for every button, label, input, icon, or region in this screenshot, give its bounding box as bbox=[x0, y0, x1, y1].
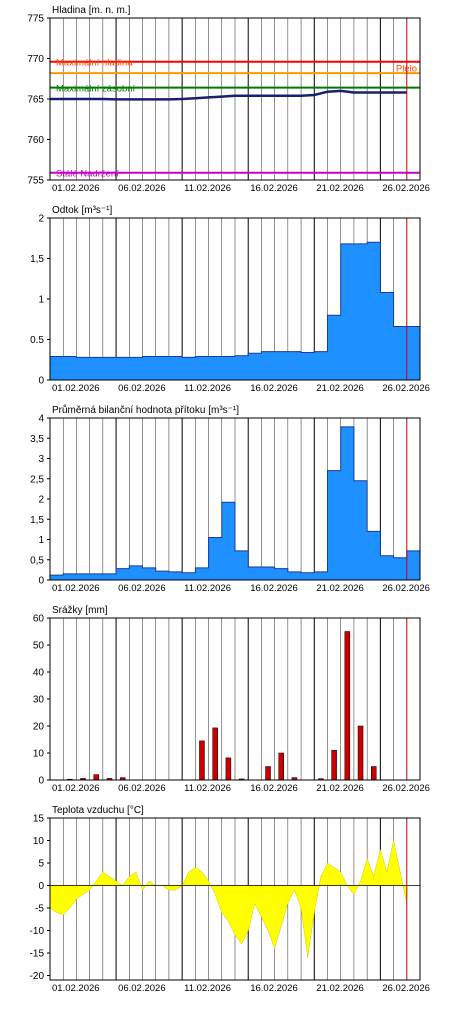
x-tick-label: 11.02.2026 bbox=[184, 183, 231, 194]
flow-area bbox=[49, 241, 421, 381]
y-tick-label: 0.5 bbox=[30, 335, 44, 346]
y-tick-label: 2,5 bbox=[30, 474, 44, 485]
y-tick-label: 20 bbox=[33, 722, 45, 733]
y-tick-label: 0 bbox=[38, 376, 44, 387]
y-tick-label: 1,5 bbox=[30, 254, 44, 265]
y-tick-label: 15 bbox=[33, 814, 45, 825]
precipitation-bar bbox=[93, 774, 99, 781]
precipitation-bar bbox=[278, 752, 284, 781]
hladina-line bbox=[50, 89, 407, 101]
y-tick-label: -15 bbox=[30, 949, 45, 960]
precipitation-bar bbox=[344, 631, 351, 781]
x-tick-label: 26.02.2026 bbox=[382, 583, 430, 594]
y-tick-label: 4 bbox=[38, 414, 44, 425]
precipitation-bar bbox=[357, 725, 364, 781]
x-tick-label: 26.02.2026 bbox=[382, 383, 430, 394]
y-tick-label: 2 bbox=[38, 214, 44, 225]
y-tick-label: 5 bbox=[38, 859, 44, 870]
y-tick-label: 765 bbox=[27, 95, 44, 106]
y-tick-label: 775 bbox=[27, 14, 44, 25]
chart-panel-1: Hladina [m. n. m.] Maximální hladina Maxim… bbox=[27, 5, 430, 194]
x-tick-label: 16.02.2026 bbox=[250, 183, 298, 194]
x-tick-label: 26.02.2026 bbox=[382, 983, 430, 994]
y-tick-label: 10 bbox=[33, 749, 45, 760]
y-tick-label: -20 bbox=[30, 971, 45, 982]
x-tick-label: 21.02.2026 bbox=[316, 583, 364, 594]
chart-title: Teplota vzduchu [°C] bbox=[52, 805, 144, 816]
precipitation-bar bbox=[331, 750, 337, 781]
y-tick-label: 60 bbox=[33, 614, 45, 625]
x-tick-label: 06.02.2026 bbox=[118, 383, 166, 394]
reference-line-label: Maximální hladina bbox=[56, 58, 133, 69]
x-tick-label: 06.02.2026 bbox=[118, 983, 166, 994]
y-tick-label: 1 bbox=[38, 535, 44, 546]
y-tick-label: 3,5 bbox=[30, 434, 44, 445]
x-tick-label: 26.02.2026 bbox=[382, 783, 430, 794]
chart-title: Odtok [m³s⁻¹] bbox=[52, 205, 113, 216]
x-tick-label: 16.02.2026 bbox=[250, 583, 298, 594]
y-tick-label: 770 bbox=[27, 54, 44, 65]
x-tick-label: 01.02.2026 bbox=[52, 183, 100, 194]
x-tick-label: 06.02.2026 bbox=[118, 583, 166, 594]
y-tick-label: 0 bbox=[38, 776, 44, 787]
y-tick-label: 755 bbox=[27, 176, 44, 187]
y-tick-label: 10 bbox=[33, 836, 45, 847]
chart-title: Průměrná bilanční hodnota přítoku [m³s⁻¹… bbox=[52, 404, 239, 416]
x-tick-label: 26.02.2026 bbox=[382, 183, 430, 194]
x-tick-label: 11.02.2026 bbox=[184, 983, 231, 994]
x-tick-label: 06.02.2026 bbox=[118, 183, 166, 194]
y-tick-label: 30 bbox=[33, 695, 45, 706]
y-tick-label: 0 bbox=[38, 576, 44, 587]
plot-frame bbox=[49, 817, 421, 981]
x-tick-label: 01.02.2026 bbox=[52, 583, 100, 594]
reference-line-label: Stálé Nadržení bbox=[56, 169, 119, 180]
chart-panel-5: Teplota vzduchu [°C] -20 -15 -10 -5 0 5 10 15 01.… bbox=[30, 805, 430, 994]
chart-panel-4: Srážky [mm] 0 10 20 30 40 50 60 01.02.2026 06.02.… bbox=[33, 605, 430, 794]
x-tick-label: 11.02.2026 bbox=[184, 783, 231, 794]
x-tick-label: 21.02.2026 bbox=[316, 383, 364, 394]
chart-panel-2: Odtok [m³s⁻¹] 0 0.5 1 1,5 2 01.02.2026 06.02.20… bbox=[30, 205, 430, 394]
x-tick-label: 11.02.2026 bbox=[184, 583, 231, 594]
y-tick-label: 50 bbox=[33, 641, 45, 652]
precipitation-bar bbox=[371, 766, 377, 781]
x-tick-label: 21.02.2026 bbox=[316, 183, 364, 194]
precipitation-bar bbox=[212, 727, 218, 781]
flow-area bbox=[49, 426, 421, 581]
x-tick-label: 21.02.2026 bbox=[316, 983, 364, 994]
x-tick-label: 01.02.2026 bbox=[52, 983, 100, 994]
x-tick-label: 06.02.2026 bbox=[118, 783, 166, 794]
precipitation-bar bbox=[265, 766, 271, 781]
chart-title: Hladina [m. n. m.] bbox=[52, 5, 131, 16]
chart-panel-3: Průměrná bilanční hodnota přítoku [m³s⁻¹… bbox=[30, 404, 430, 594]
x-tick-label: 21.02.2026 bbox=[316, 783, 364, 794]
x-tick-label: 16.02.2026 bbox=[250, 383, 298, 394]
y-tick-label: 3 bbox=[38, 454, 44, 465]
temperature-area bbox=[49, 840, 408, 958]
y-tick-label: 0,5 bbox=[30, 555, 44, 566]
x-tick-label: 01.02.2026 bbox=[52, 783, 100, 794]
y-tick-label: 2 bbox=[38, 495, 44, 506]
y-tick-label: 0 bbox=[38, 881, 44, 892]
precipitation-bar bbox=[225, 757, 232, 781]
y-tick-label: -5 bbox=[35, 904, 44, 915]
y-tick-label: 40 bbox=[33, 668, 45, 679]
x-tick-label: 16.02.2026 bbox=[250, 983, 298, 994]
x-tick-label: 11.02.2026 bbox=[184, 383, 231, 394]
chart-title: Srážky [mm] bbox=[52, 605, 108, 616]
reference-line-label: Maximální zásobní bbox=[56, 84, 136, 95]
x-tick-label: 01.02.2026 bbox=[52, 383, 100, 394]
y-tick-label: -10 bbox=[30, 926, 45, 937]
y-tick-label: 1,5 bbox=[30, 515, 44, 526]
x-tick-label: 16.02.2026 bbox=[250, 783, 298, 794]
y-tick-label: 760 bbox=[27, 135, 44, 146]
y-tick-label: 1 bbox=[38, 295, 44, 306]
precipitation-bar bbox=[199, 740, 205, 781]
